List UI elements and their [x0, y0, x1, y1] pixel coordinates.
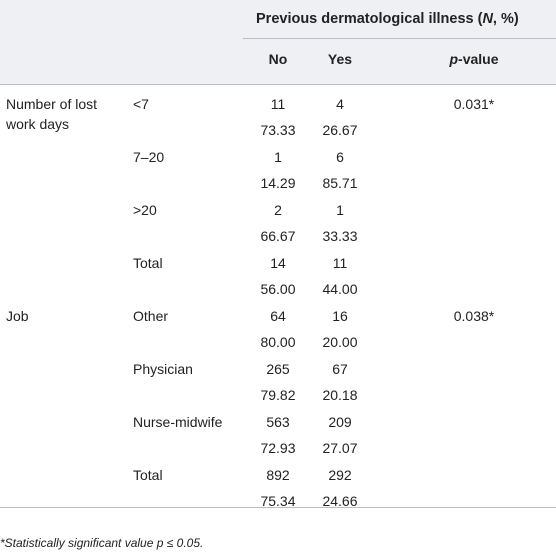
cell-yes-count: 67 [332, 361, 348, 377]
cell-yes-count: 6 [336, 149, 344, 165]
cell-no-count: 563 [266, 414, 290, 430]
table-footnote: *Statistically significant value p ≤ 0.0… [0, 536, 204, 550]
column-header-p-value: p-value [449, 51, 499, 67]
row-category-label: Nurse-midwife [133, 414, 223, 430]
group-column-title: Previous dermatological illness (N, %) [256, 11, 519, 27]
cell-yes-percent: 26.67 [322, 122, 358, 138]
cell-p-value: 0.031* [453, 96, 495, 112]
row-category-label: >20 [133, 202, 157, 218]
cell-yes-percent: 85.71 [322, 175, 358, 191]
row-category-label: <7 [133, 96, 149, 112]
cell-no-count: 11 [270, 96, 286, 112]
row-variable-label-line2: work days [6, 116, 70, 132]
cell-yes-count: 292 [328, 467, 352, 483]
cell-yes-percent: 20.00 [322, 334, 358, 350]
row-category-label: Other [133, 308, 169, 324]
header-bottom-rule [0, 84, 556, 85]
row-category-label: Total [133, 255, 163, 271]
cell-no-percent: 14.29 [260, 175, 296, 191]
cell-yes-percent: 27.07 [322, 440, 358, 456]
cell-p-value: 0.038* [453, 308, 495, 324]
cell-no-count: 265 [266, 361, 290, 377]
table-header-band [0, 0, 556, 84]
cell-no-count: 14 [270, 255, 286, 271]
cell-yes-percent: 44.00 [322, 281, 358, 297]
column-header-yes: Yes [327, 51, 353, 67]
row-variable-label: Number of lost [6, 96, 98, 112]
cell-no-percent: 73.33 [260, 122, 296, 138]
cell-no-percent: 80.00 [260, 334, 296, 350]
cell-no-percent: 66.67 [260, 228, 296, 244]
cell-yes-percent: 33.33 [322, 228, 358, 244]
cell-yes-percent: 20.18 [322, 387, 358, 403]
row-category-label: 7–20 [133, 149, 165, 165]
row-category-label: Physician [133, 361, 193, 377]
cell-no-percent: 72.93 [260, 440, 296, 456]
row-variable-label: Job [6, 308, 29, 324]
cell-yes-count: 16 [332, 308, 348, 324]
cell-no-count: 892 [266, 467, 290, 483]
cell-no-percent: 75.34 [260, 493, 296, 509]
cell-no-percent: 79.82 [260, 387, 296, 403]
cell-yes-count: 1 [336, 202, 344, 218]
cell-yes-count: 11 [332, 255, 348, 271]
cell-no-count: 64 [270, 308, 286, 324]
cell-yes-percent: 24.66 [322, 493, 358, 509]
cell-yes-count: 4 [336, 96, 344, 112]
cell-no-count: 1 [274, 149, 282, 165]
table-bottom-rule [0, 507, 556, 508]
cell-yes-count: 209 [328, 414, 352, 430]
column-header-no: No [268, 51, 288, 67]
cell-no-percent: 56.00 [260, 281, 296, 297]
row-category-label: Total [133, 467, 163, 483]
header-group-rule [243, 38, 556, 39]
cell-no-count: 2 [274, 202, 282, 218]
